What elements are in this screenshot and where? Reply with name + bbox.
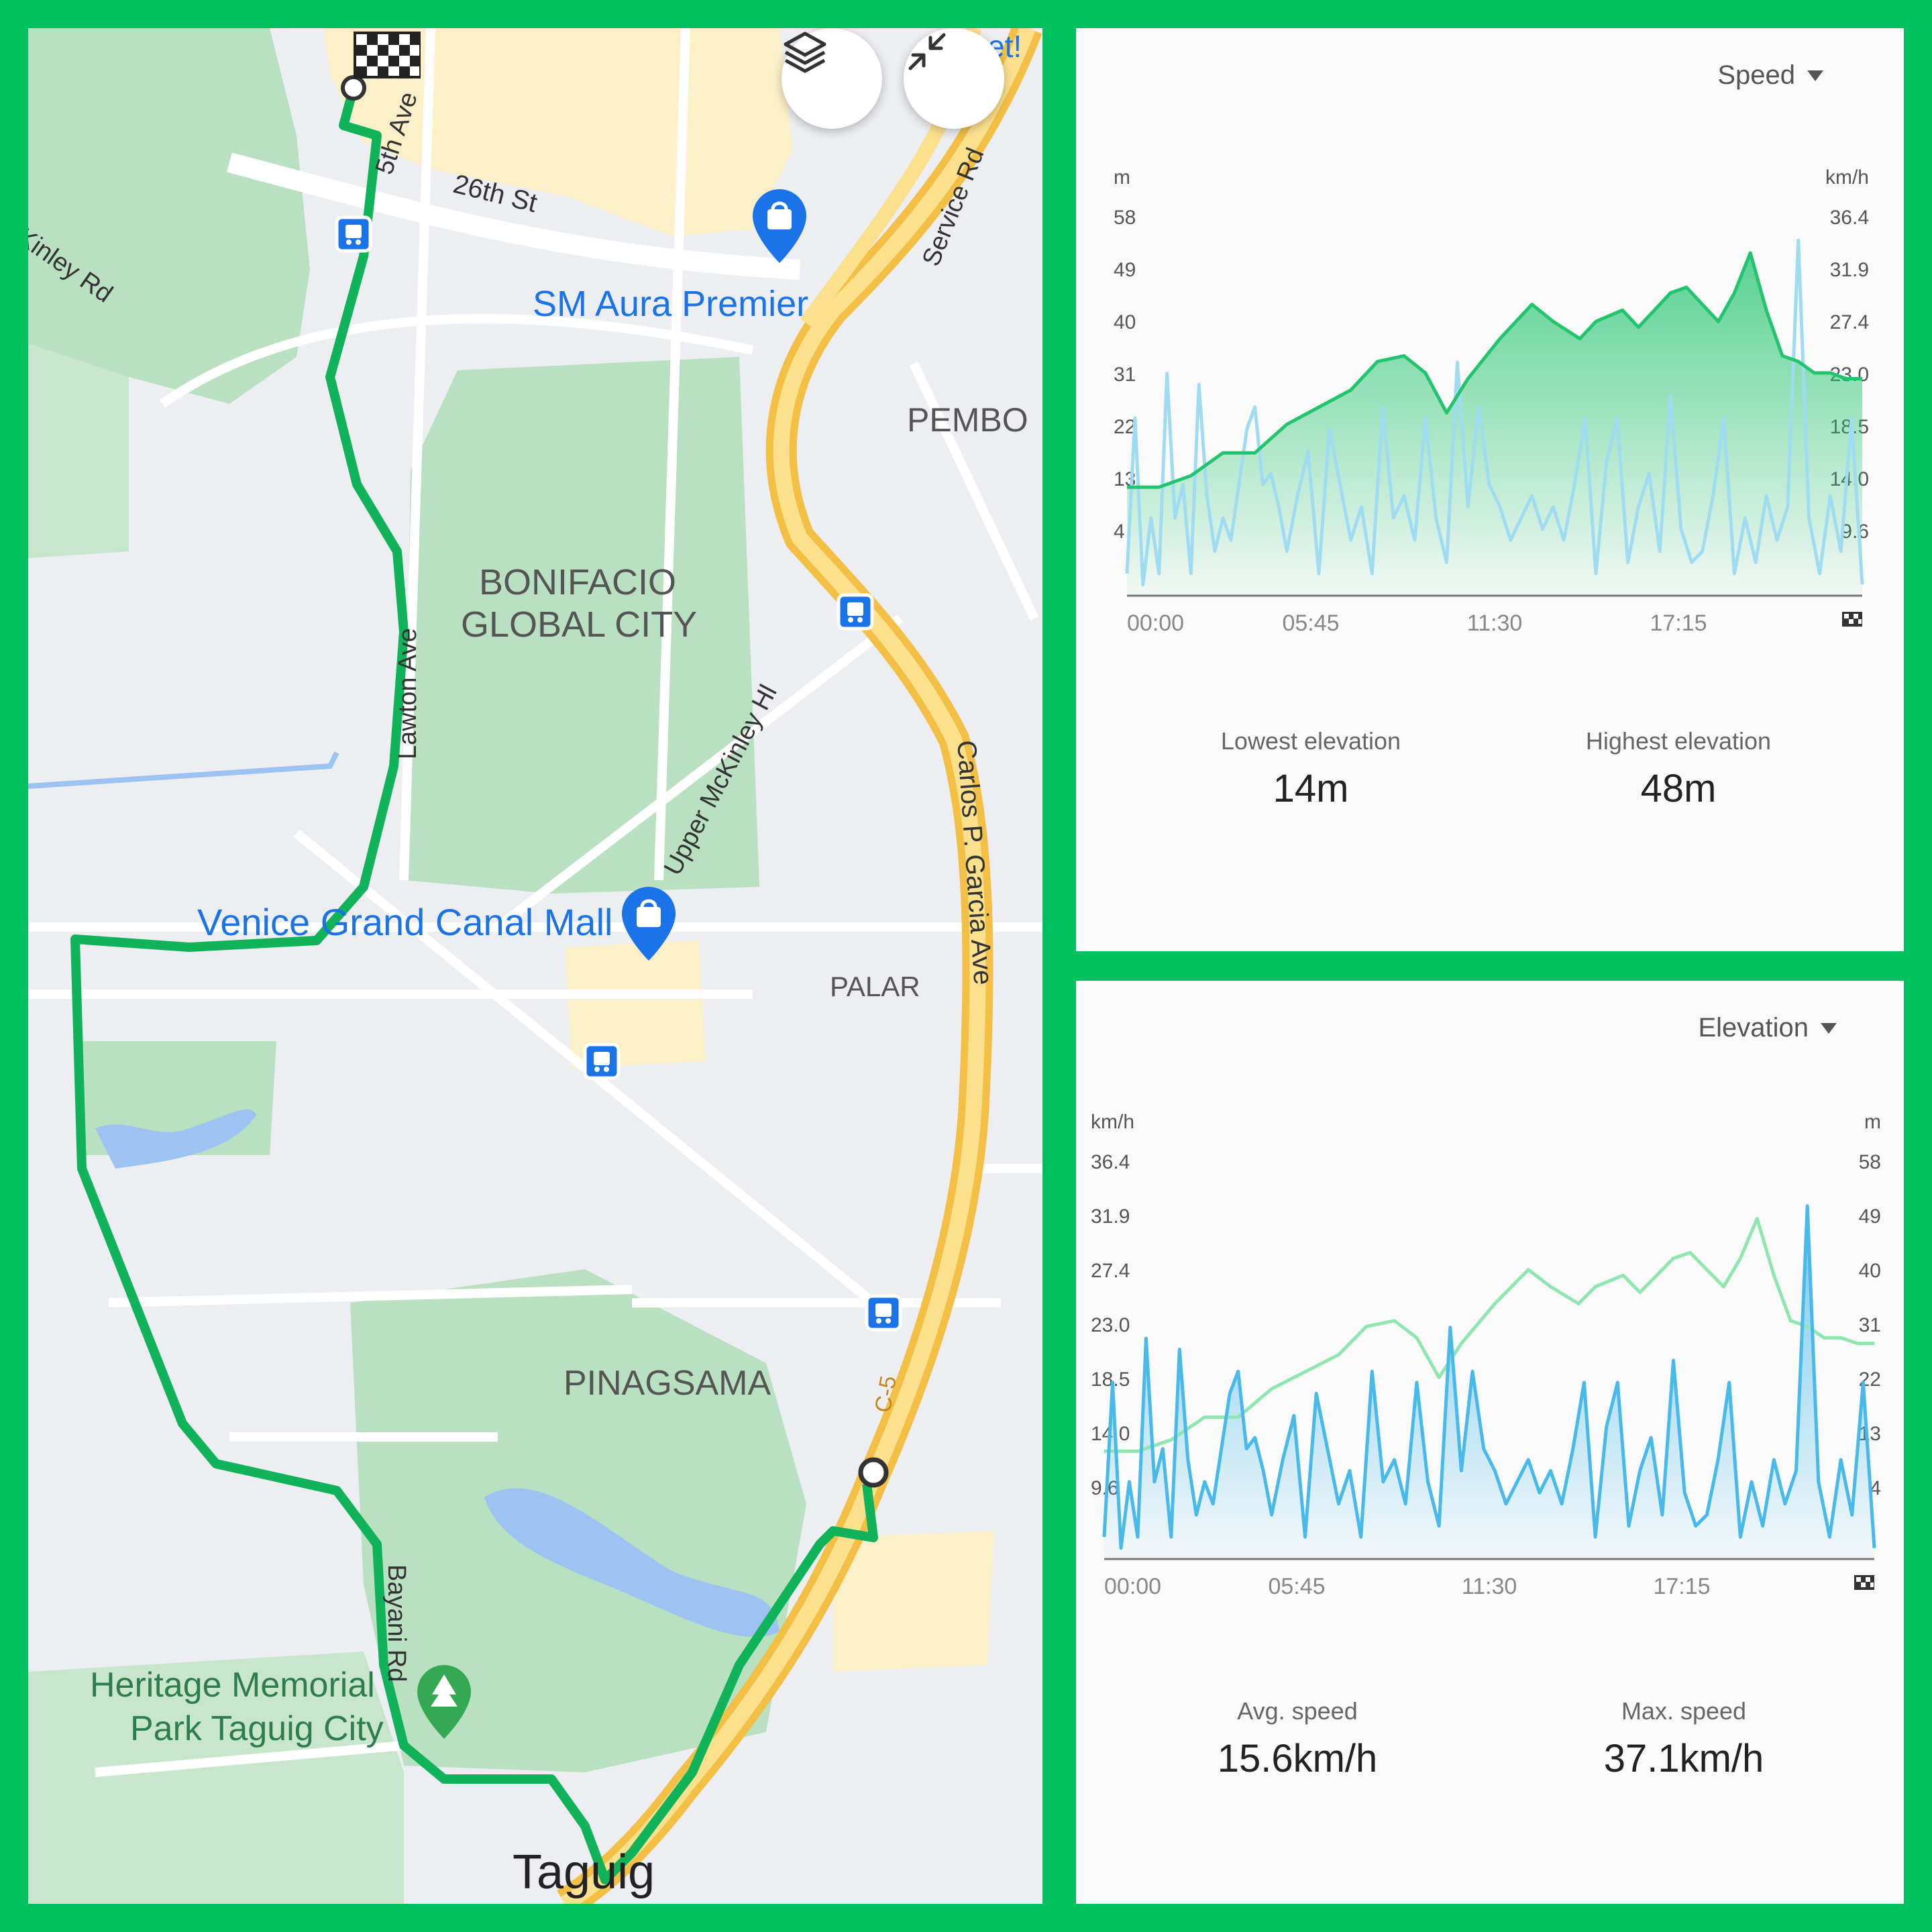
avg-speed-stat: Avg. speed 15.6km/h [1130,1697,1465,1781]
y-right-tick-label: 36.4 [1830,207,1869,229]
y-left-tick-label: 23.0 [1091,1314,1130,1336]
shopping-bag-icon [622,887,676,961]
layers-icon [784,32,826,73]
palar-label: PALAR [830,971,920,1002]
pembo-label: PEMBO [907,401,1028,439]
map-canvas[interactable] [28,28,1042,1904]
taguig-label: Taguig [513,1845,655,1899]
park-area-north [28,28,310,404]
y-left-tick-label: 22 [1114,416,1136,438]
pond [95,1109,256,1169]
shopping-bag-icon [753,189,806,263]
x-tick-label: 00:00 [1127,610,1184,636]
x-tick-label: 11:30 [1467,610,1523,636]
x-tick-label: 05:45 [1282,610,1339,636]
right-unit-label: m [1864,1111,1881,1133]
elevation-chart[interactable]: mkm/h584940312213436.431.927.423.018.514… [1076,28,1904,951]
bgc-label-line1: BONIFACIO [479,562,677,602]
y-right-tick-label: 40 [1859,1260,1881,1282]
bayani-rd-label: Bayani Rd [382,1564,411,1682]
x-tick-label: 05:45 [1268,1574,1325,1599]
y-right-tick-label: 31 [1859,1314,1881,1336]
pinagsama-label: PINAGSAMA [564,1364,771,1403]
highest-elevation-stat: Highest elevation 48m [1511,727,1846,811]
commercial-block-south [833,1531,994,1672]
layers-button[interactable] [782,28,882,129]
stream [28,751,339,789]
y-right-tick-label: 27.4 [1830,311,1869,333]
series-selector-label: Speed [1717,60,1795,90]
heritage-label-line2: Park Taguig City [130,1709,384,1748]
collapse-button[interactable] [904,28,1004,129]
y-left-tick-label: 18.5 [1091,1368,1130,1391]
finish-flag-icon [1854,1575,1874,1590]
venice-mall-label: Venice Grand Canal Mall [197,901,613,943]
y-right-tick-label: 4 [1870,1477,1881,1499]
commercial-block-venice [565,941,706,1068]
bus-stop-icon [865,1294,902,1332]
y-left-tick-label: 27.4 [1091,1260,1130,1282]
stat-value: 48m [1640,767,1717,810]
y-left-tick-label: 31.9 [1091,1205,1130,1228]
park-area-west [28,343,129,558]
primary-series-line [1127,251,1862,489]
y-left-tick-label: 31 [1114,364,1136,386]
chevron-down-icon [1807,70,1823,81]
minor-roads [28,28,1042,1777]
heritage-label-line1: Heritage Memorial [90,1666,375,1705]
stat-label: Lowest elevation [1220,727,1401,755]
y-left-tick-label: 4 [1114,521,1125,543]
stat-value: 14m [1273,767,1349,810]
commercial-block-north [323,28,793,236]
x-tick-label: 17:15 [1653,1574,1710,1599]
y-left-tick-label: 58 [1114,207,1136,229]
start-point-icon [858,1457,889,1488]
heritage-park [28,1652,404,1904]
bus-stop-icon [837,593,874,631]
secondary-series-line [1125,238,1864,586]
series-selector-label: Elevation [1698,1013,1809,1042]
finish-flag-icon [1842,612,1862,627]
right-unit-label: km/h [1825,166,1869,189]
lawton-ave-label: Lawton Ave [394,628,422,759]
x-tick-label: 00:00 [1104,1574,1161,1599]
chevron-down-icon [1821,1022,1837,1034]
y-right-tick-label: 49 [1859,1205,1881,1228]
twentysixth-st-road [227,152,800,280]
bgc-label-line2: GLOBAL CITY [461,604,698,645]
stat-value: 15.6km/h [1217,1737,1378,1780]
stat-value: 37.1km/h [1603,1737,1764,1780]
finish-flag-icon [341,32,421,101]
y-right-tick-label: 58 [1859,1151,1881,1173]
left-unit-label: km/h [1091,1111,1134,1133]
x-tick-label: 17:15 [1650,610,1707,636]
primary-series-line [1102,1204,1876,1550]
left-unit-label: m [1114,166,1130,189]
max-speed-stat: Max. speed 37.1km/h [1516,1697,1851,1781]
y-left-tick-label: 49 [1114,259,1136,281]
speed-panel: Elevation km/hm36.431.927.423.018.514.09… [1076,981,1904,1904]
bus-stop-icon [335,215,372,253]
lowest-elevation-stat: Lowest elevation 14m [1143,727,1479,811]
stat-label: Max. speed [1621,1697,1747,1725]
y-right-tick-label: 31.9 [1830,259,1869,281]
elevation-panel: Speed m km/h 58 49 40 31 22 13 4 36.4 31.9 27.4 23.0… [1076,28,1904,951]
secondary-series-line [1104,1217,1874,1453]
collapse-icon [908,33,946,70]
stat-label: Avg. speed [1237,1697,1358,1725]
tree-icon [417,1665,471,1739]
route-map[interactable]: Kinley Rd 5th Ave 26th St SM Aura Premie… [28,28,1042,1904]
y-left-tick-label: 40 [1114,311,1136,333]
route-line [70,79,878,1884]
canal [484,1488,780,1638]
speed-chart[interactable]: km/hm36.431.927.423.018.514.09.658494031… [1076,981,1904,1904]
y-left-tick-label: 36.4 [1091,1151,1130,1173]
bus-stop-icon [583,1042,621,1080]
x-tick-label: 11:30 [1462,1574,1517,1599]
sm-aura-label: SM Aura Premier [533,284,809,324]
stat-label: Highest elevation [1585,727,1772,755]
series-selector[interactable]: Elevation [1698,1013,1837,1043]
series-selector[interactable]: Speed [1717,60,1823,91]
